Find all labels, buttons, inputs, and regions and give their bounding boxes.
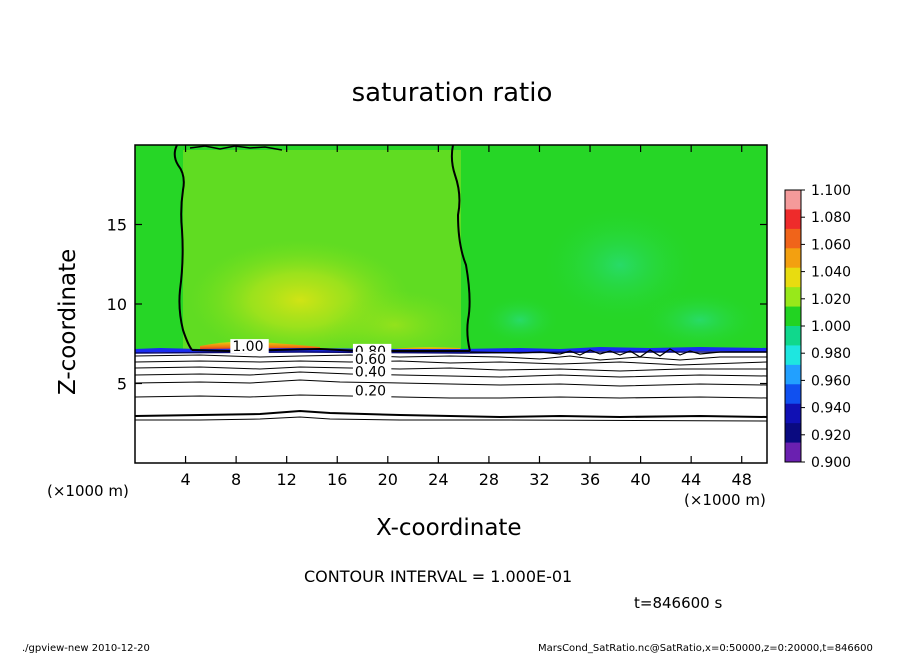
- contour-0-70: [135, 360, 767, 366]
- x-tick-label: 28: [479, 470, 499, 489]
- contour-lines: [135, 145, 767, 422]
- contour-label-bg: [352, 383, 392, 398]
- colorbar-label: 0.920: [811, 428, 851, 444]
- unsaturated-region: [135, 352, 767, 463]
- x-tick-label: 16: [327, 470, 347, 489]
- x-unit-left: (×1000 m): [47, 482, 129, 500]
- contour-label: 0.60: [355, 352, 386, 368]
- contour-label: 1.00: [232, 339, 263, 355]
- colorbar-swatch: [785, 442, 801, 463]
- contour-0-50: [135, 371, 767, 378]
- contour-label-bg: [352, 364, 392, 379]
- contour-1-00-left: [173, 145, 193, 351]
- contour-0-30: [135, 394, 767, 399]
- colorbar-label: 0.900: [811, 455, 851, 471]
- contour-label-bg: [230, 339, 269, 354]
- subsaturation-patch-3: [480, 295, 560, 345]
- y-axis: 5 10 15: [107, 216, 767, 394]
- x-tick-label: 8: [231, 470, 241, 489]
- y-tick-label: 15: [107, 216, 127, 235]
- contour-1-00-base: [191, 347, 470, 353]
- contour-0-10: [135, 416, 767, 422]
- contour-0-40: [135, 379, 767, 387]
- colorbar-label: 0.960: [811, 373, 851, 389]
- x-tick-label: 36: [580, 470, 600, 489]
- contour-0-80: [135, 354, 767, 361]
- x-tick-label: 40: [630, 470, 650, 489]
- colorbar-swatch: [785, 326, 801, 346]
- subsaturation-patch-1: [540, 205, 700, 325]
- y-axis-label: Z-coordinate: [55, 248, 81, 395]
- colorbar-swatch: [785, 345, 801, 366]
- contour-1-00-right: [450, 145, 471, 352]
- colorbar-swatch: [785, 248, 801, 269]
- x-tick-label: 32: [529, 470, 549, 489]
- contour-0-90-wavy: [469, 348, 767, 358]
- chart-title: saturation ratio: [351, 78, 553, 108]
- colorbar-swatch: [785, 364, 801, 385]
- y-tick-label: 10: [107, 295, 127, 314]
- colorbar-swatch: [785, 267, 801, 288]
- colorbar-label: 0.980: [811, 346, 851, 362]
- colorbar-swatch: [785, 306, 801, 327]
- contour-interval: CONTOUR INTERVAL = 1.000E-01: [304, 567, 573, 586]
- colorbar-swatch: [785, 209, 801, 230]
- x-axis: 4 8 12 16 20 24 28 32 36 40 44 48: [180, 145, 752, 489]
- supersaturation-lobe: [325, 290, 465, 360]
- x-tick-label: 44: [681, 470, 701, 489]
- x-tick-label: 20: [378, 470, 398, 489]
- contour-label: 0.40: [355, 365, 386, 381]
- x-axis-label: X-coordinate: [376, 515, 522, 541]
- x-tick-label: 48: [732, 470, 752, 489]
- time-label: t=846600 s: [634, 594, 723, 612]
- colorbar-swatch: [785, 287, 801, 308]
- contour-0-20: [135, 409, 767, 419]
- colorbar-label: 1.020: [811, 292, 851, 308]
- contour-labels: 1.000.800.600.400.20: [230, 339, 392, 400]
- footer-right: MarsCond_SatRatio.nc@SatRatio,x=0:50000,…: [538, 643, 873, 654]
- colorbar: 1.100 1.080 1.060 1.040 1.020 1.000 0.980 0.960…: [784, 183, 851, 471]
- colorbar-label: 1.060: [811, 237, 851, 253]
- x-unit-right: (×1000 m): [684, 491, 766, 509]
- colorbar-swatch: [785, 190, 801, 210]
- saturation-field: [135, 145, 767, 463]
- colorbar-label: 1.040: [811, 265, 851, 281]
- x-tick-label: 12: [277, 470, 297, 489]
- subsaturation-patch-2: [640, 290, 760, 350]
- contour-0-60: [135, 366, 767, 372]
- colorbar-swatch: [785, 403, 801, 424]
- colorbar-label: 0.940: [811, 401, 851, 417]
- contour-label-bg: [352, 351, 392, 366]
- contour-1-00-top: [189, 145, 283, 151]
- contour-label: 0.20: [355, 384, 386, 400]
- colorbar-swatch: [785, 384, 801, 405]
- footer-left: ./gpview-new 2010-12-20: [22, 643, 150, 654]
- y-tick-label: 5: [117, 375, 127, 394]
- x-tick-label: 4: [180, 470, 190, 489]
- colorbar-label: 1.100: [811, 183, 851, 199]
- colorbar-swatch: [785, 423, 801, 444]
- colorbar-label: 1.080: [811, 210, 851, 226]
- x-tick-label: 24: [428, 470, 448, 489]
- colorbar-label: 1.000: [811, 319, 851, 335]
- colorbar-swatch: [785, 228, 801, 249]
